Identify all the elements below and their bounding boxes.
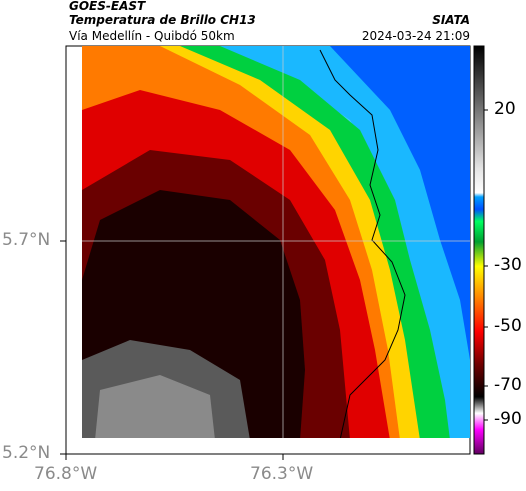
datetime-label: 2024-03-24 21:09 bbox=[361, 29, 470, 43]
lat-tick-5-2: 5.2°N bbox=[2, 443, 51, 463]
product-title: Temperatura de Brillo CH13 bbox=[69, 13, 256, 27]
lat-tick-5-7: 5.7°N bbox=[2, 230, 51, 250]
route-label: Vía Medellín - Quibdó 50km bbox=[69, 29, 235, 43]
lon-tick-76-3: 76.3°W bbox=[250, 464, 314, 484]
brightness-temperature-field bbox=[82, 46, 470, 438]
colorbar bbox=[473, 45, 485, 455]
organization-label: SIATA bbox=[432, 13, 470, 27]
colorbar-label-20: 20 bbox=[494, 99, 516, 119]
colorbar-label-minus90: -90 bbox=[494, 409, 522, 429]
colorbar-label-minus50: -50 bbox=[494, 316, 522, 336]
colorbar-label-minus70: -70 bbox=[494, 375, 522, 395]
lon-tick-76-8: 76.8°W bbox=[34, 464, 98, 484]
satellite-title: GOES-EAST bbox=[69, 0, 146, 13]
colorbar-label-minus30: -30 bbox=[494, 255, 522, 275]
